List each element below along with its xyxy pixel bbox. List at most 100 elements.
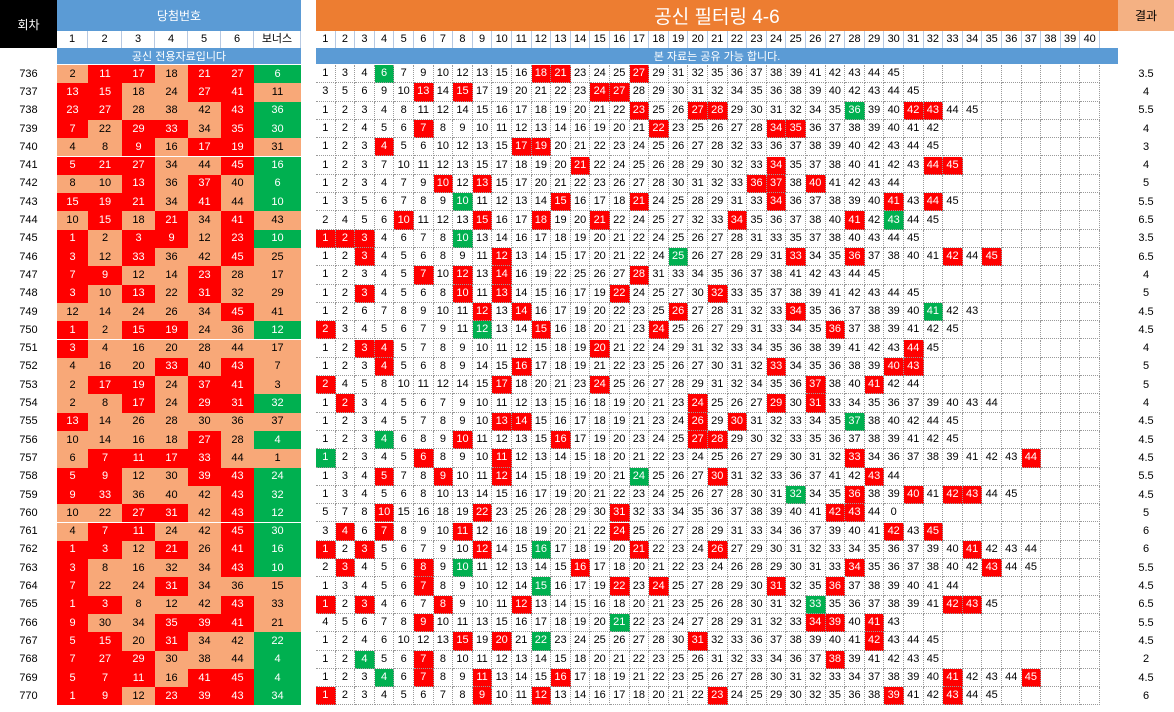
filter-number-cell: 44 xyxy=(884,229,904,248)
bonus-number-cell: 16 xyxy=(254,156,301,175)
filter-number-cell: 30 xyxy=(708,156,728,175)
filter-number-cell: 6 xyxy=(394,229,414,248)
filter-number-cell: 19 xyxy=(610,394,630,413)
filter-number-cell: 37 xyxy=(747,266,767,285)
filter-number-cell: 11 xyxy=(492,394,512,413)
filter-number-cell: 12 xyxy=(453,65,473,84)
filter-number-cell: 33 xyxy=(727,174,748,194)
filter-number-cell: 39 xyxy=(845,650,865,669)
filter-number-cell: 4 xyxy=(355,559,375,578)
filter-number-cell: 31 xyxy=(766,595,787,614)
winning-number-cell: 24 xyxy=(122,577,155,596)
filter-number-cell: 19 xyxy=(590,284,610,303)
winning-number-cell: 12 xyxy=(122,687,155,706)
filter-number-cell: 41 xyxy=(923,595,944,614)
filter-column-header: 38 xyxy=(1041,31,1061,48)
winning-number-cell: 17 xyxy=(88,376,122,395)
filter-number-cell: 27 xyxy=(688,577,708,596)
filter-number-cell: 26 xyxy=(708,540,728,560)
filter-empty-cell xyxy=(1002,394,1022,413)
filter-number-cell: 37 xyxy=(864,668,885,688)
filter-number-cell: 22 xyxy=(668,559,689,578)
winning-number-cell: 12 xyxy=(122,540,155,560)
filter-number-cell: 25 xyxy=(688,595,708,614)
winning-number-cell: 33 xyxy=(155,357,188,377)
filter-number-cell: 12 xyxy=(492,431,512,450)
filter-number-cell: 1 xyxy=(316,174,336,194)
filter-number-cell: 9 xyxy=(453,412,473,431)
filter-number-cell: 8 xyxy=(433,668,454,688)
filter-number-cell: 39 xyxy=(884,577,904,596)
filter-number-cell: 21 xyxy=(629,540,650,560)
filter-number-cell: 19 xyxy=(570,614,591,633)
filter-number-cell: 30 xyxy=(747,595,767,614)
bonus-number-cell: 17 xyxy=(254,339,301,358)
filter-empty-cell xyxy=(1041,595,1061,614)
filter-number-cell: 14 xyxy=(551,449,571,468)
filter-number-cell: 22 xyxy=(649,668,669,688)
filter-number-cell: 3 xyxy=(355,138,375,157)
filter-empty-cell xyxy=(1080,193,1100,212)
filter-number-cell: 4 xyxy=(374,412,395,431)
filter-number-cell: 7 xyxy=(414,540,434,560)
winning-number-cell: 30 xyxy=(155,650,188,669)
filter-number-cell: 25 xyxy=(747,687,767,706)
filter-empty-cell xyxy=(1002,65,1022,84)
filter-number-cell: 1 xyxy=(316,229,336,248)
filter-number-cell: 31 xyxy=(688,339,708,358)
filter-empty-cell xyxy=(1041,485,1061,505)
filter-number-cell: 3 xyxy=(355,101,375,120)
filter-number-cell: 43 xyxy=(884,339,904,358)
filter-number-cell: 1 xyxy=(316,65,336,84)
filter-number-cell: 37 xyxy=(806,229,826,248)
filter-number-cell: 24 xyxy=(629,284,650,303)
filter-number-cell: 41 xyxy=(845,632,865,651)
winning-number-cell: 43 xyxy=(221,595,254,614)
filter-number-cell: 21 xyxy=(551,376,571,395)
filter-empty-cell xyxy=(1080,248,1100,267)
filter-number-cell: 16 xyxy=(551,668,571,688)
filter-number-cell: 18 xyxy=(512,376,532,395)
filter-empty-cell xyxy=(982,156,1002,175)
filter-empty-cell xyxy=(1060,522,1081,541)
filter-number-cell: 18 xyxy=(570,540,591,560)
filter-number-cell: 11 xyxy=(414,156,434,175)
filter-empty-cell xyxy=(1060,412,1081,431)
filter-number-cell: 19 xyxy=(551,211,571,230)
winning-number-cell: 9 xyxy=(122,138,155,157)
filter-number-cell: 14 xyxy=(472,485,493,505)
filter-number-cell: 18 xyxy=(551,467,571,486)
filter-empty-cell xyxy=(1080,668,1100,688)
filter-number-cell: 3 xyxy=(355,248,375,267)
filter-empty-cell xyxy=(923,614,944,633)
filter-number-cell: 24 xyxy=(688,449,708,468)
filter-number-cell: 20 xyxy=(629,394,650,413)
filter-number-cell: 8 xyxy=(433,339,454,358)
filter-number-cell: 12 xyxy=(433,156,454,175)
filter-number-cell: 24 xyxy=(649,485,669,505)
filter-number-cell: 23 xyxy=(668,540,689,560)
filter-number-cell: 16 xyxy=(492,211,512,230)
filter-column-header: 12 xyxy=(531,31,552,48)
winning-number-cell: 31 xyxy=(155,577,188,596)
filter-number-cell: 30 xyxy=(668,632,689,651)
filter-empty-cell xyxy=(943,632,963,651)
filter-number-cell: 43 xyxy=(904,522,924,541)
winning-numbers-header: 당첨번호 xyxy=(57,0,301,31)
filter-empty-cell xyxy=(1041,101,1061,120)
filter-empty-cell xyxy=(1041,266,1061,285)
filter-number-cell: 2 xyxy=(335,650,356,669)
filter-number-cell: 12 xyxy=(492,248,512,267)
filter-number-cell: 26 xyxy=(727,559,748,578)
filter-number-cell: 40 xyxy=(845,156,865,175)
filter-number-cell: 19 xyxy=(551,101,571,120)
filter-number-cell: 19 xyxy=(610,412,630,431)
filter-number-cell: 43 xyxy=(864,174,885,194)
filter-number-cell: 28 xyxy=(747,559,767,578)
filter-number-cell: 45 xyxy=(884,65,904,84)
filter-number-cell: 22 xyxy=(649,540,669,560)
filter-number-cell: 5 xyxy=(394,357,414,377)
filter-number-cell: 13 xyxy=(414,83,434,102)
filter-number-cell: 37 xyxy=(904,449,924,468)
filter-number-cell: 31 xyxy=(806,394,826,413)
